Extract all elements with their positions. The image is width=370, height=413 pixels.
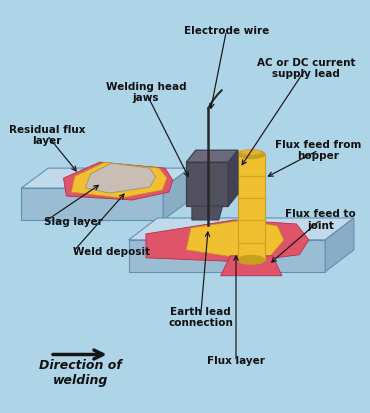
Polygon shape — [228, 150, 238, 206]
Ellipse shape — [238, 150, 265, 159]
Polygon shape — [21, 168, 190, 188]
Polygon shape — [21, 188, 163, 220]
Polygon shape — [163, 168, 190, 220]
Ellipse shape — [238, 255, 265, 264]
Text: Residual flux
layer: Residual flux layer — [9, 125, 85, 146]
Polygon shape — [85, 163, 155, 193]
Polygon shape — [186, 150, 238, 162]
Polygon shape — [71, 162, 167, 198]
Polygon shape — [129, 218, 354, 240]
Polygon shape — [186, 162, 228, 206]
Text: Weld deposit: Weld deposit — [73, 247, 150, 257]
Text: Electrode wire: Electrode wire — [184, 26, 269, 36]
Text: Flux feed to
joint: Flux feed to joint — [285, 209, 356, 230]
Text: Welding head
jaws: Welding head jaws — [105, 82, 186, 103]
Text: Earth lead
connection: Earth lead connection — [168, 307, 233, 328]
Text: AC or DC current
supply lead: AC or DC current supply lead — [257, 58, 355, 79]
Text: Direction of
welding: Direction of welding — [39, 359, 122, 387]
Text: Flux layer: Flux layer — [207, 356, 265, 366]
Polygon shape — [64, 162, 173, 200]
Polygon shape — [325, 218, 354, 272]
Ellipse shape — [241, 150, 261, 155]
Polygon shape — [146, 220, 309, 262]
Text: Flux feed from
hopper: Flux feed from hopper — [275, 140, 361, 161]
Polygon shape — [221, 256, 282, 276]
Polygon shape — [186, 220, 284, 258]
Polygon shape — [192, 206, 223, 220]
Text: Slag layer: Slag layer — [44, 217, 103, 227]
Bar — [238, 154, 265, 260]
Polygon shape — [129, 240, 325, 272]
